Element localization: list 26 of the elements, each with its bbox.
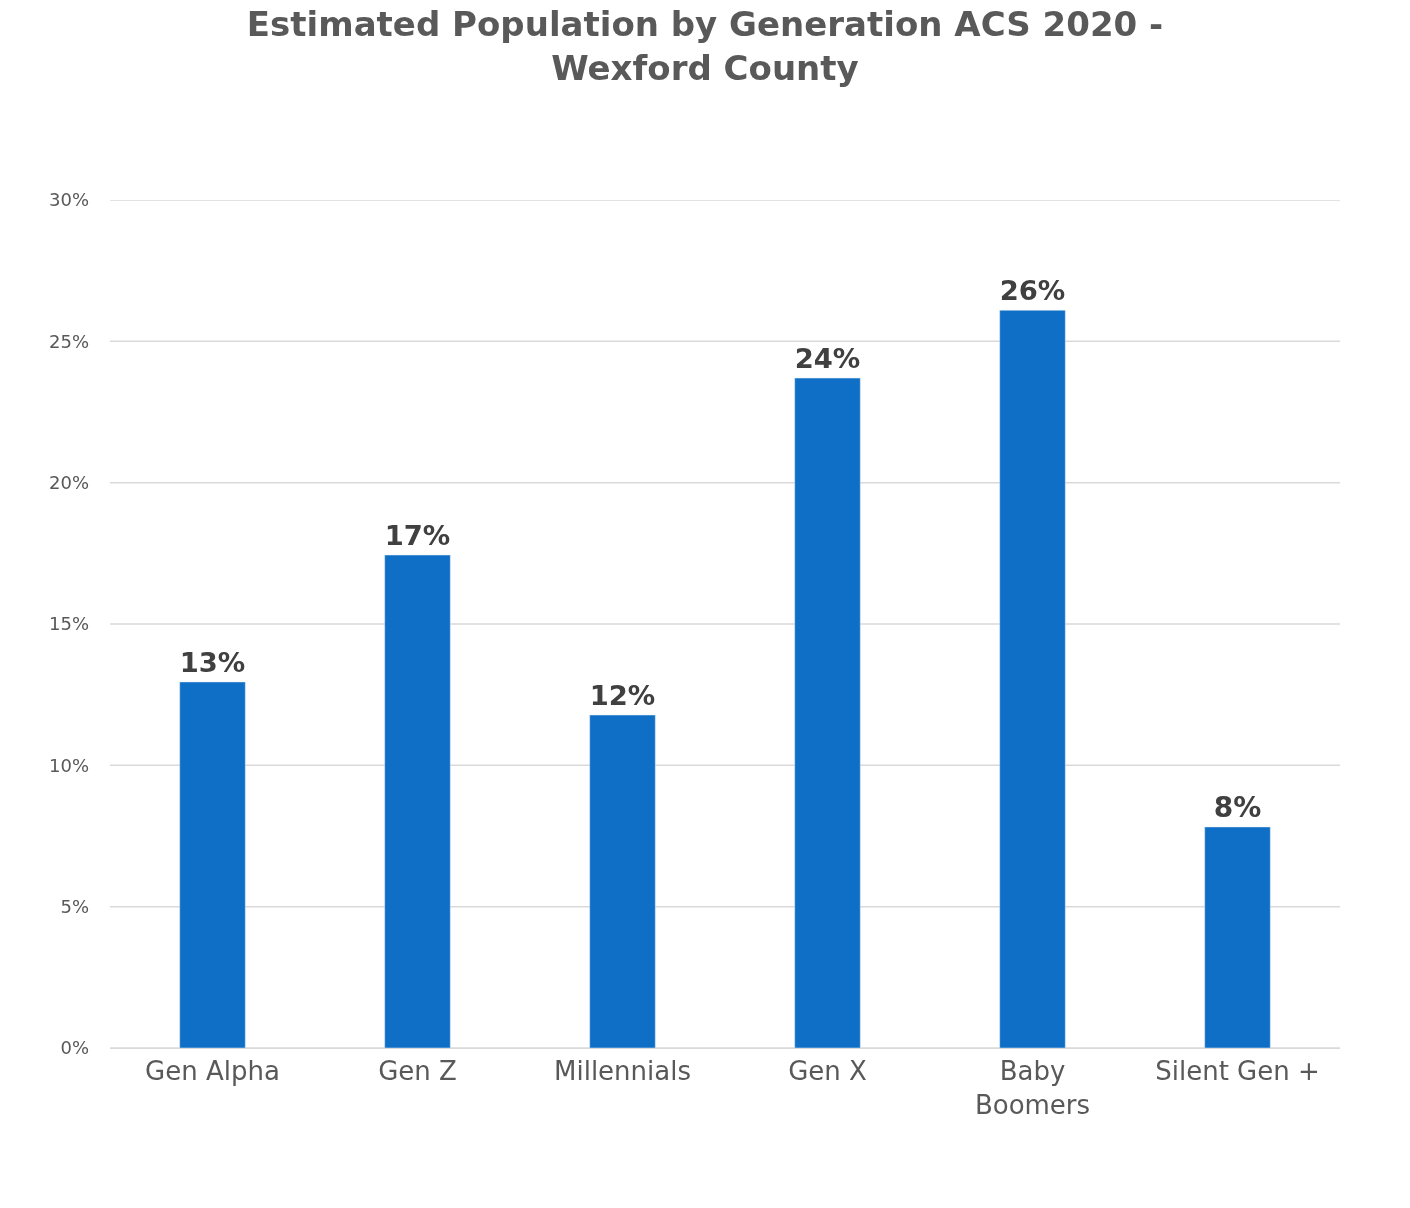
y-tick-label: 20% [48, 471, 89, 493]
y-tick-label: 10% [48, 754, 89, 776]
bar [589, 714, 656, 1048]
bar [794, 377, 861, 1048]
y-tick-label: 25% [48, 330, 89, 352]
bar [384, 554, 451, 1048]
data-label: 13% [179, 647, 246, 679]
y-tick-label: 30% [48, 189, 89, 211]
x-tick-label: Gen X [788, 1056, 867, 1087]
data-label: 26% [999, 275, 1066, 307]
data-label: 17% [384, 520, 451, 552]
chart-title: Estimated Population by Generation ACS 2020 - Wexford County [246, 4, 1164, 89]
bar [999, 309, 1066, 1048]
x-tick-label: Silent Gen + [1155, 1056, 1320, 1087]
x-tick-label: Gen Z [378, 1056, 457, 1087]
y-tick-label: 5% [60, 895, 89, 917]
data-label: 8% [1213, 790, 1262, 824]
data-label: 12% [589, 680, 656, 712]
y-tick-label: 0% [60, 1037, 89, 1059]
x-tick-label: Millennials [554, 1056, 691, 1087]
bar [1204, 826, 1271, 1048]
x-tick-label: Baby Boomers [974, 1056, 1091, 1120]
bar [179, 681, 246, 1048]
data-label: 24% [794, 343, 861, 375]
y-tick-label: 15% [48, 613, 89, 635]
x-tick-label: Gen Alpha [145, 1056, 280, 1087]
